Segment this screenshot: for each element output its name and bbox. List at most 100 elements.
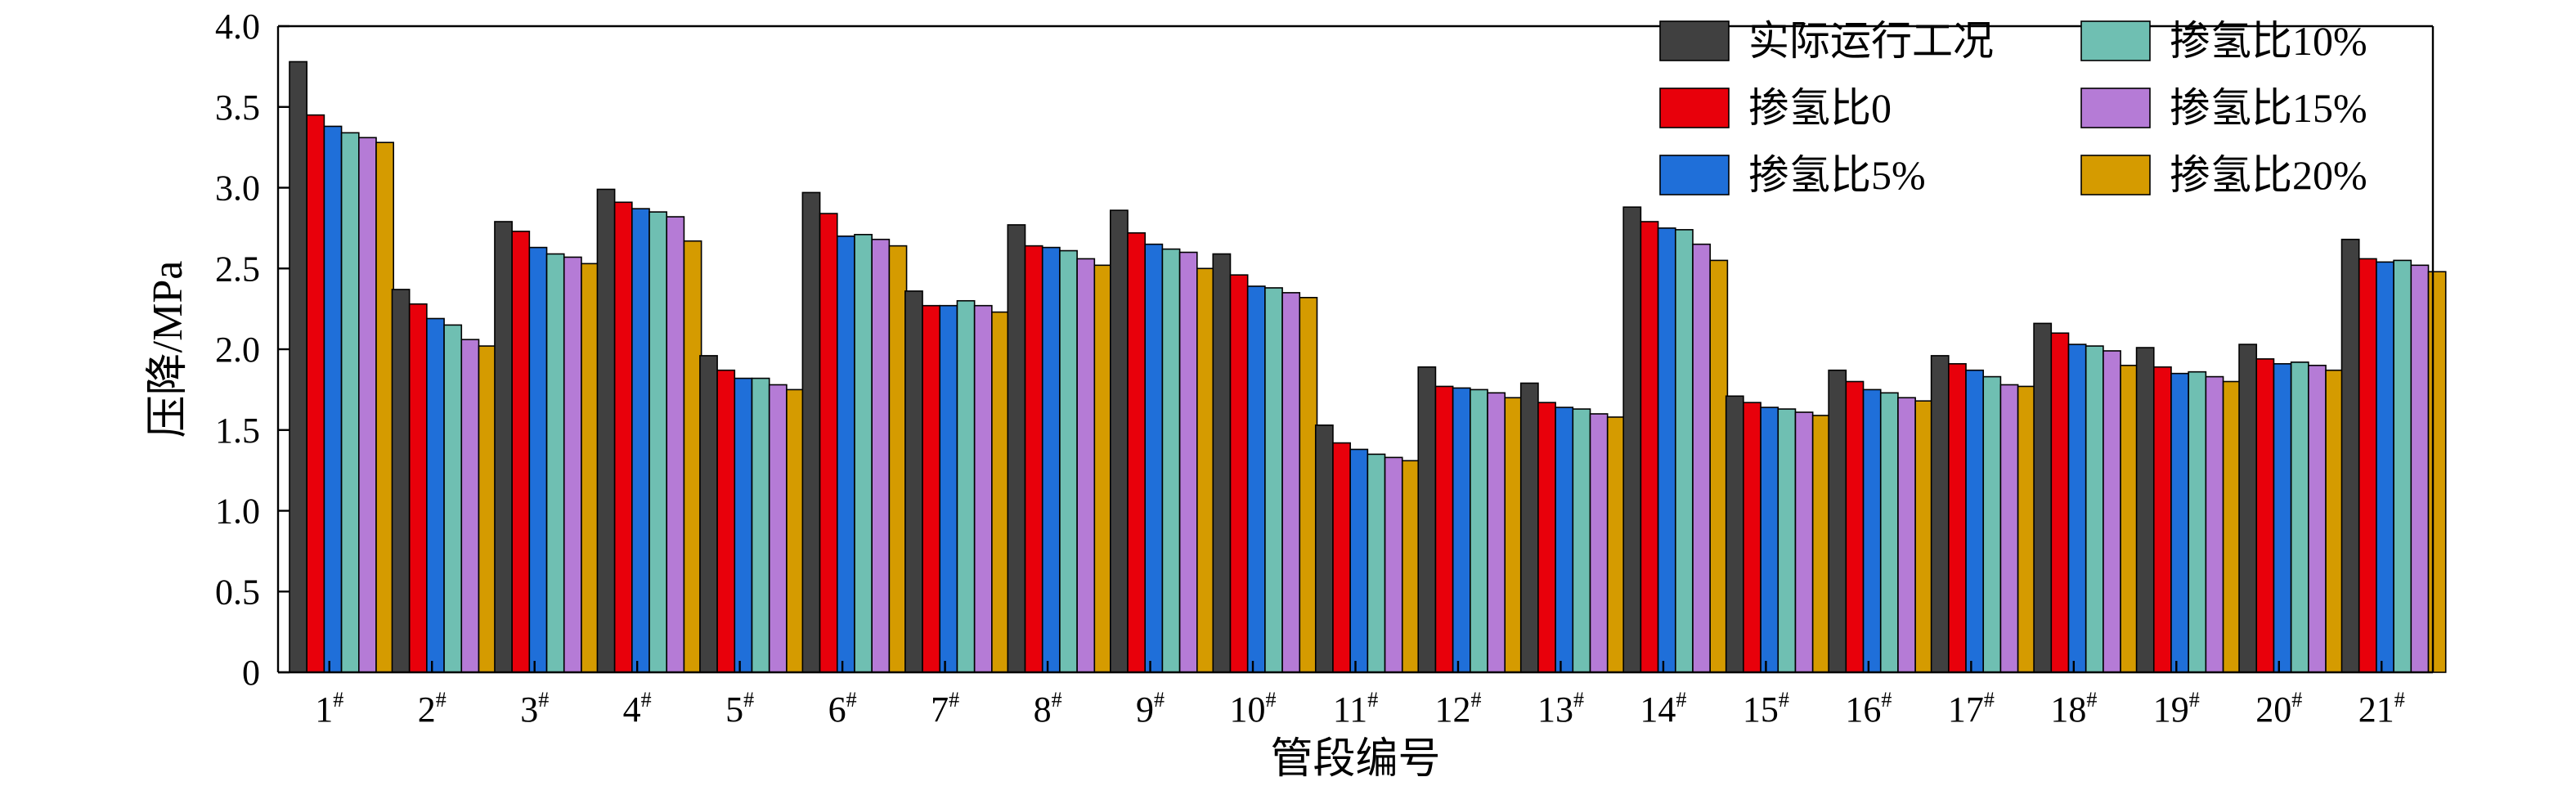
bar-16-series-1 [1828, 369, 1847, 673]
bar-group-20 [2238, 344, 2345, 673]
bar-14-series-5 [1692, 243, 1711, 673]
bar-11-series-6 [1401, 460, 1420, 673]
bar-14-series-2 [1640, 221, 1659, 673]
bar-10-series-3 [1246, 285, 1266, 673]
bar-group-2 [391, 289, 497, 673]
bar-group-7 [904, 290, 1010, 673]
bar-2-series-5 [460, 339, 480, 673]
legend-item-6: 掺氢比20% [2080, 152, 2367, 198]
bar-group-18 [2033, 322, 2139, 673]
bar-2-series-3 [426, 317, 445, 673]
bar-group-1 [289, 61, 395, 673]
bar-12-series-1 [1417, 366, 1437, 673]
bar-7-series-6 [991, 311, 1010, 673]
bar-1-series-5 [357, 137, 377, 673]
bar-1-series-4 [340, 132, 360, 673]
bar-15-series-6 [1811, 415, 1831, 673]
bar-9-series-4 [1161, 248, 1181, 673]
bar-15-series-3 [1760, 406, 1779, 673]
bar-12-series-6 [1504, 397, 1524, 673]
bar-4-series-3 [631, 208, 650, 673]
bar-13-series-5 [1589, 413, 1609, 673]
bar-18-series-5 [2103, 350, 2121, 673]
bar-4-series-6 [683, 240, 702, 673]
bar-14-series-4 [1674, 229, 1694, 673]
bar-12-series-5 [1487, 392, 1506, 673]
y-tick-label: 4.0 [215, 7, 260, 47]
bar-2-series-2 [408, 303, 428, 673]
bar-11-series-5 [1384, 456, 1403, 673]
legend-swatch [1659, 155, 1730, 195]
x-axis-title: 管段编号 [1270, 736, 1440, 783]
x-tick-label: 3# [520, 688, 549, 730]
y-tick-label: 1.0 [215, 492, 260, 532]
bar-16-series-3 [1862, 389, 1882, 673]
bar-15-series-4 [1777, 408, 1797, 673]
bar-18-series-1 [2033, 322, 2053, 673]
bar-18-series-2 [2050, 332, 2070, 673]
bar-10-series-1 [1212, 253, 1232, 673]
bar-group-21 [2340, 238, 2447, 673]
bar-17-series-5 [1999, 384, 2019, 673]
bar-group-11 [1314, 424, 1420, 673]
legend-swatch [2080, 155, 2151, 195]
bar-15-series-1 [1725, 395, 1744, 673]
bar-group-8 [1007, 224, 1113, 673]
legend-item-1: 实际运行工况 [1659, 18, 1994, 64]
x-tick-label: 6# [828, 688, 857, 730]
bar-20-series-2 [2255, 358, 2275, 673]
bar-11-series-2 [1332, 442, 1351, 673]
x-tick-label: 17# [1948, 688, 1995, 730]
bar-17-series-4 [1982, 375, 2002, 673]
bar-6-series-3 [836, 235, 855, 673]
x-tick-label: 11# [1333, 688, 1378, 730]
bar-9-series-5 [1178, 251, 1198, 673]
bar-group-15 [1725, 395, 1831, 673]
bar-20-series-4 [2290, 361, 2309, 673]
bar-group-12 [1417, 366, 1524, 673]
y-tick-label: 0.5 [215, 572, 260, 612]
x-tick-label: 16# [1845, 688, 1892, 730]
bar-14-series-1 [1622, 206, 1642, 673]
x-tick-label: 8# [1034, 688, 1062, 730]
legend-item-2: 掺氢比0 [1659, 85, 1892, 131]
bar-19-series-2 [2152, 366, 2172, 673]
bar-group-6 [801, 191, 908, 673]
bar-3-series-4 [545, 253, 565, 673]
bar-2-series-6 [478, 345, 497, 673]
bar-12-series-4 [1470, 389, 1488, 673]
bar-21-series-1 [2340, 238, 2360, 673]
bar-15-series-2 [1743, 402, 1761, 673]
bar-3-series-5 [563, 256, 582, 673]
y-tick-label: 2.0 [215, 330, 260, 370]
bar-group-17 [1930, 355, 2036, 673]
y-tick-label: 2.5 [215, 249, 260, 289]
bar-5-series-4 [751, 377, 770, 673]
bar-1-series-3 [323, 125, 343, 673]
bars-layer [289, 61, 2447, 673]
legend-item-4: 掺氢比10% [2080, 18, 2367, 64]
bar-16-series-5 [1897, 397, 1916, 673]
bar-3-series-6 [581, 263, 599, 673]
legend-swatch [1659, 88, 1730, 128]
bar-10-series-5 [1281, 292, 1301, 673]
legend-label: 掺氢比0 [1748, 85, 1892, 131]
bar-13-series-4 [1572, 408, 1591, 673]
bar-11-series-3 [1349, 448, 1369, 673]
bar-group-4 [596, 188, 702, 673]
legend-swatch [2080, 20, 2151, 61]
bar-10-series-6 [1299, 296, 1318, 673]
bar-1-series-1 [289, 61, 308, 673]
bar-14-series-6 [1709, 259, 1729, 673]
bar-3-series-1 [494, 221, 513, 673]
bar-12-series-2 [1434, 385, 1454, 673]
bar-8-series-5 [1076, 258, 1096, 673]
bar-9-series-2 [1127, 231, 1147, 673]
bar-14-series-3 [1657, 227, 1676, 673]
bar-16-series-4 [1879, 392, 1899, 673]
bar-20-series-3 [2273, 362, 2292, 673]
legend-label: 掺氢比15% [2170, 85, 2367, 131]
bar-1-series-2 [306, 114, 325, 673]
legend-item-5: 掺氢比15% [2080, 85, 2367, 131]
